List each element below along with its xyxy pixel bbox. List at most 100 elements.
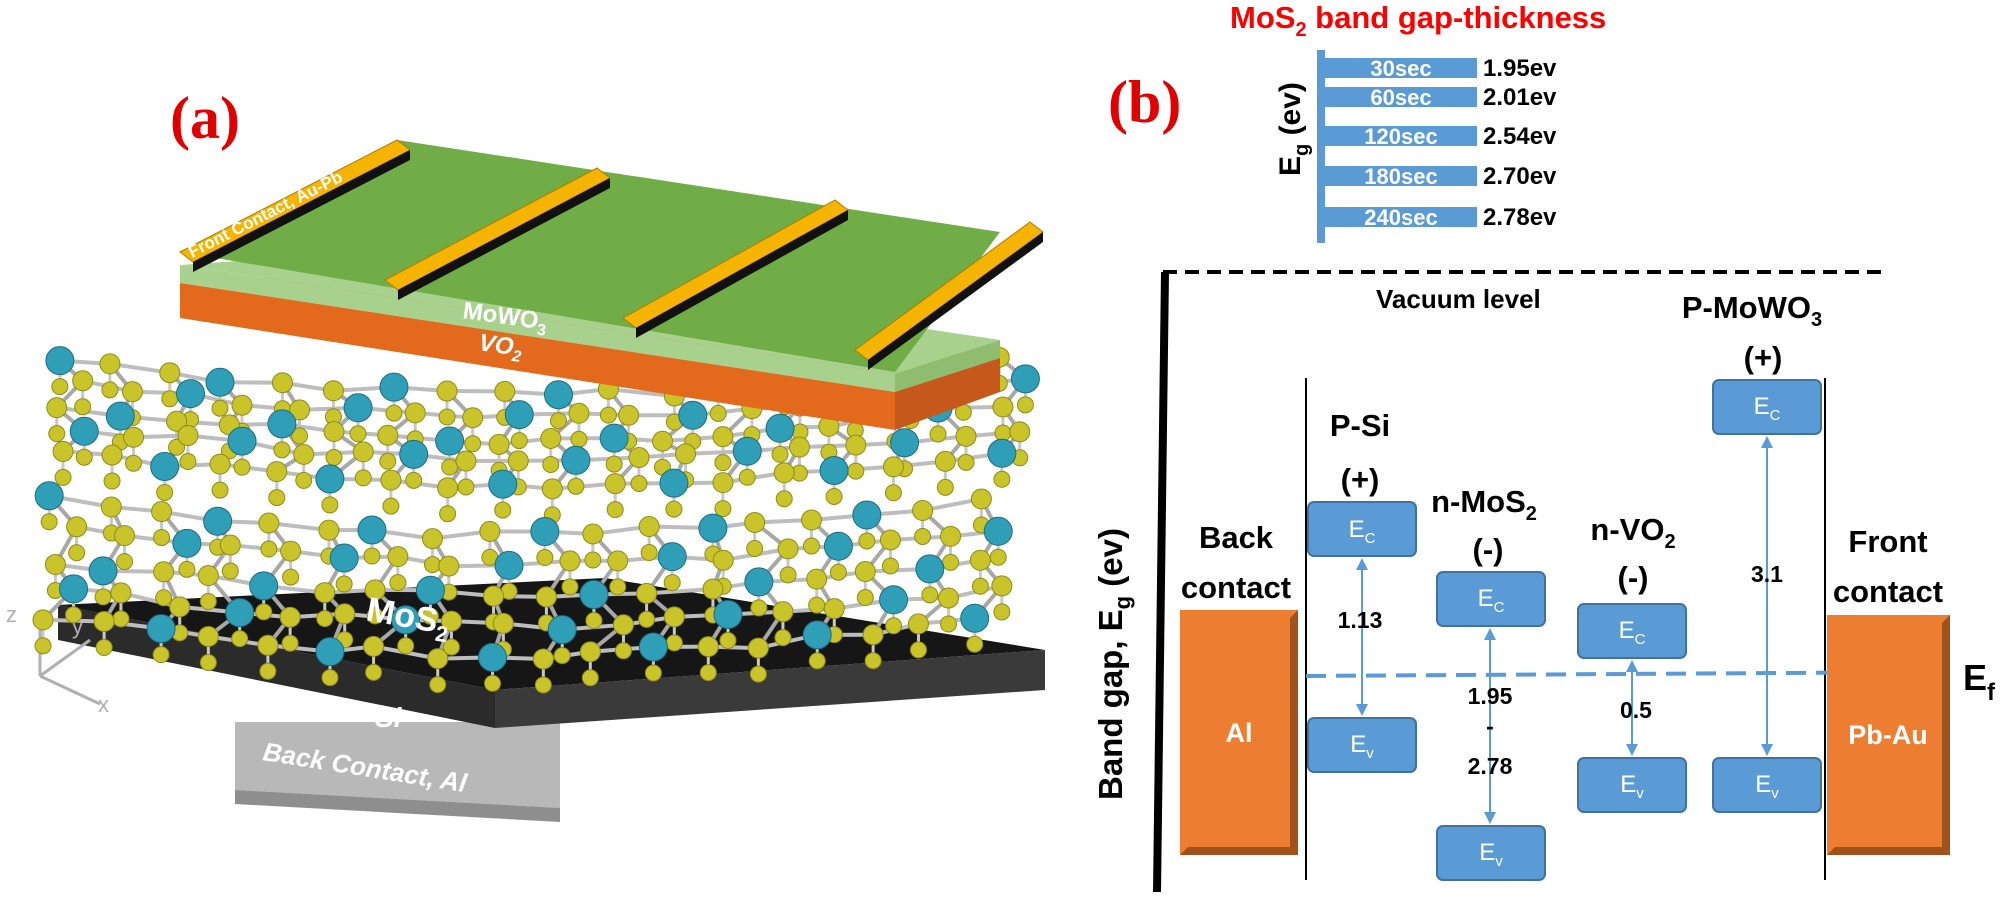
sulfur-atom — [257, 634, 279, 656]
sulfur-atom — [421, 528, 443, 550]
molybdenum-atom — [802, 620, 832, 650]
molybdenum-atom — [561, 445, 591, 475]
axis-y-label: y — [72, 614, 83, 639]
molybdenum-atom — [579, 580, 609, 610]
front-contact-block: Front contact Pb-Au — [1827, 524, 1950, 855]
p-mowo3-conduction-band — [1712, 379, 1822, 435]
back-contact-line1: Back — [1199, 520, 1274, 555]
sulfur-atom — [864, 652, 882, 670]
n-vo2-name: n-VO2 — [1590, 512, 1675, 553]
molybdenum-atom — [504, 400, 534, 430]
sulfur-atom — [712, 549, 734, 571]
molybdenum-atom — [915, 554, 945, 584]
sulfur-atom — [492, 612, 514, 634]
sulfur-atom — [387, 546, 409, 568]
sulfur-atom — [479, 520, 501, 542]
inset-bars: 30sec 1.95ev 60sec 2.01ev 120sec 2.54ev 180sec… — [1325, 55, 1557, 231]
p-mowo3-ev-label: Ev — [1755, 771, 1779, 802]
front-contact-metal: Pb-Au — [1848, 720, 1927, 750]
sulfur-atom — [365, 663, 383, 681]
inset-bar — [1325, 207, 1477, 227]
molybdenum-atom — [415, 575, 445, 605]
sulfur-atom — [858, 532, 876, 550]
sulfur-atom — [334, 603, 356, 625]
molybdenum-atom — [543, 380, 573, 410]
sulfur-atom — [211, 399, 229, 417]
front-contact-line2: contact — [1833, 574, 1943, 609]
sulfur-atom — [1016, 396, 1034, 414]
sulfur-atom — [438, 555, 460, 577]
sulfur-atom — [510, 432, 528, 450]
sulfur-atom — [48, 425, 66, 443]
sulfur-atom — [773, 462, 795, 484]
sulfur-atom — [404, 402, 426, 424]
sulfur-atom — [907, 613, 929, 635]
sulfur-atom — [738, 468, 756, 486]
back-contact-line2: contact — [1181, 570, 1291, 605]
molybdenum-atom — [379, 372, 409, 402]
molybdenum-atom — [819, 455, 849, 485]
inset-bar-value: 2.70ev — [1483, 163, 1557, 190]
sulfur-atom — [380, 469, 402, 491]
molybdenum-atom — [765, 413, 795, 443]
molybdenum-atom — [599, 423, 629, 453]
n-mos2-gap-top: 1.95 — [1468, 683, 1513, 709]
sulfur-atom — [612, 614, 634, 636]
sulfur-atom — [441, 458, 459, 476]
sulfur-atom — [541, 478, 563, 500]
molybdenum-atom — [478, 642, 508, 672]
sulfur-atom — [322, 380, 344, 402]
sulfur-atom — [354, 469, 372, 487]
n-mos2-gap-bottom: 2.78 — [1468, 753, 1513, 779]
sulfur-atom — [169, 596, 191, 618]
inset-bar-row: 30sec 1.95ev — [1325, 55, 1557, 82]
sulfur-atom — [321, 496, 339, 514]
sulfur-atom — [663, 606, 685, 628]
sulfur-atom — [536, 549, 554, 567]
molybdenum-atom — [69, 416, 99, 446]
inset-bar — [1325, 58, 1477, 78]
sulfur-atom — [66, 516, 88, 538]
sulfur-atom — [161, 390, 179, 408]
sulfur-atom — [744, 511, 766, 533]
bond — [608, 387, 675, 399]
sulfur-atom — [702, 578, 724, 600]
top-stack: Front Contact, Au-Pb MoWO3 VO2 — [179, 139, 1044, 430]
sulfur-atom — [177, 425, 199, 447]
molybdenum-atom — [203, 506, 233, 536]
sulfur-atom — [746, 539, 764, 557]
molybdenum-atom — [494, 550, 524, 580]
sulfur-atom — [44, 553, 66, 575]
sulfur-atom — [882, 456, 904, 478]
sulfur-atom — [397, 637, 415, 655]
sulfur-atom — [68, 544, 86, 562]
sulfur-atom — [663, 574, 681, 592]
molybdenum-atom — [249, 571, 279, 601]
si-label: Si — [375, 702, 403, 733]
sulfur-atom — [423, 556, 441, 574]
inset-bar-label: 60sec — [1370, 85, 1431, 110]
sulfur-atom — [352, 441, 374, 463]
molybdenum-atom — [399, 439, 429, 469]
sulfur-atom — [532, 648, 554, 670]
sulfur-atom — [966, 635, 984, 653]
sulfur-atom — [464, 435, 482, 453]
sulfur-atom — [178, 560, 196, 578]
molybdenum-atom — [105, 401, 135, 431]
inset-ylabel: Eg (ev) — [1274, 82, 1313, 176]
molybdenum-atom — [150, 451, 180, 481]
sulfur-atom — [989, 548, 1007, 566]
back-contact-metal: Al — [1226, 718, 1253, 748]
sulfur-atom — [179, 453, 197, 471]
inset-bar-row: 60sec 2.01ev — [1325, 84, 1557, 111]
sulfur-atom — [197, 565, 219, 587]
sulfur-atom — [879, 529, 901, 551]
inset-bar-value: 2.78ev — [1483, 204, 1557, 231]
molybdenum-atom — [852, 500, 882, 530]
inset-bar-row: 240sec 2.78ev — [1325, 204, 1557, 231]
sulfur-atom — [628, 447, 650, 469]
sulfur-atom — [156, 483, 174, 501]
sulfur-atom — [279, 606, 301, 628]
sulfur-atom — [258, 512, 280, 534]
